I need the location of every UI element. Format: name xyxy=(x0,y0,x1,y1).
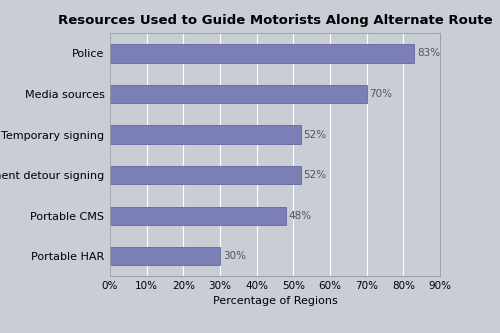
Text: 52%: 52% xyxy=(304,170,326,180)
Bar xyxy=(110,166,300,184)
Bar xyxy=(110,206,286,225)
Text: 30%: 30% xyxy=(223,251,246,261)
Bar xyxy=(110,85,366,103)
Bar xyxy=(110,44,414,63)
Text: 83%: 83% xyxy=(418,49,440,59)
Bar xyxy=(110,126,300,144)
Title: Resources Used to Guide Motorists Along Alternate Route: Resources Used to Guide Motorists Along … xyxy=(58,14,492,27)
Text: 70%: 70% xyxy=(370,89,392,99)
Text: 48%: 48% xyxy=(289,211,312,221)
X-axis label: Percentage of Regions: Percentage of Regions xyxy=(212,296,338,306)
Bar xyxy=(110,247,220,265)
Text: 52%: 52% xyxy=(304,130,326,140)
